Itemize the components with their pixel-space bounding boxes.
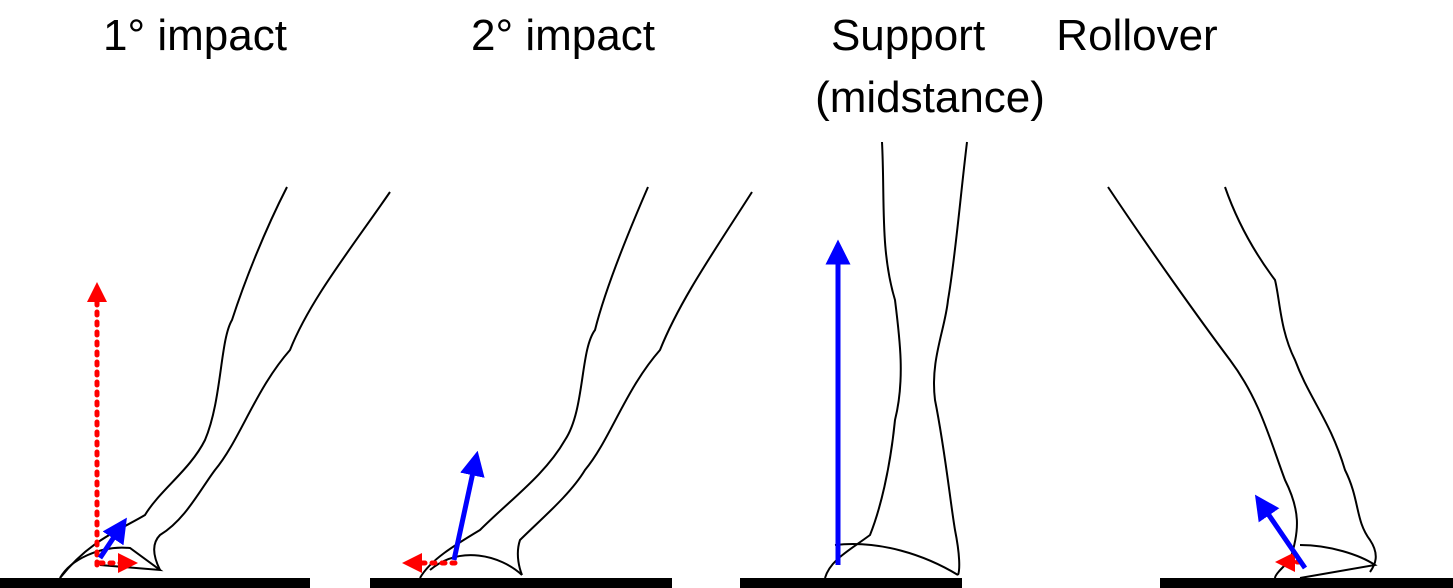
panel-label: 1° impact	[103, 11, 287, 60]
leg-outline	[60, 142, 1376, 578]
panel-label: (midstance)	[815, 73, 1045, 122]
diagram: 1° impact 2° impact Support (midstance) …	[0, 0, 1453, 588]
panel-label: Rollover	[1056, 11, 1217, 60]
ground	[0, 578, 1453, 588]
panel-label: Support	[831, 11, 985, 60]
panel-label: 2° impact	[471, 11, 655, 60]
force-arrows	[97, 252, 1305, 568]
